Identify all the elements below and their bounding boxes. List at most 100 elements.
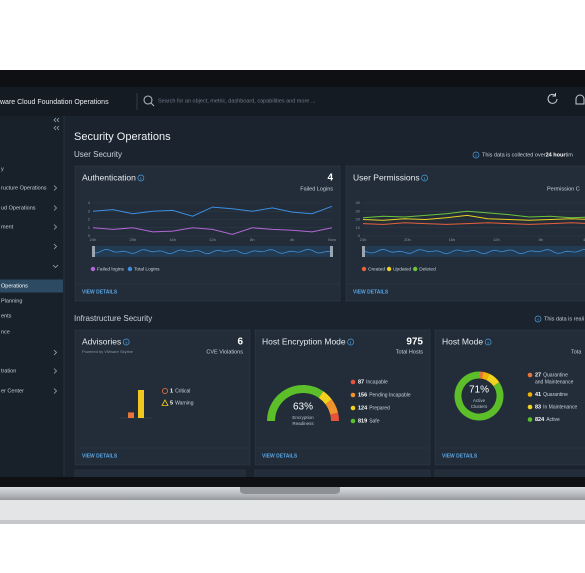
- laptop-notch: [240, 487, 340, 494]
- y-tick-label: 20: [356, 217, 361, 222]
- legend-label: Created: [368, 266, 385, 272]
- sidebar-item[interactable]: er Center: [1, 388, 24, 394]
- navigator-handle[interactable]: [362, 246, 365, 257]
- y-tick-label: 0: [358, 233, 361, 238]
- sidebar-item[interactable]: ents: [1, 313, 12, 319]
- laptop-base-lip: [0, 500, 585, 522]
- legend-label: Incapable: [366, 379, 388, 385]
- sidebar-item[interactable]: nce: [1, 329, 10, 335]
- legend-count: 87: [358, 379, 364, 385]
- ring-center-value: 71%: [469, 385, 489, 396]
- ring-caption: Active: [473, 398, 486, 403]
- ring-center-value: 63%: [293, 402, 313, 413]
- refresh-icon[interactable]: [547, 93, 558, 104]
- x-tick-label: Now: [328, 237, 336, 242]
- legend-label: Critical: [175, 388, 190, 394]
- chevron[interactable]: [52, 243, 59, 356]
- card-title: User Permissions: [353, 172, 420, 182]
- legend-swatch: [350, 392, 356, 398]
- kpi-caption: Total Hosts: [396, 349, 423, 355]
- chevron[interactable]: [53, 368, 58, 374]
- legend-count: 83: [535, 404, 541, 410]
- x-tick-label: 12h: [209, 237, 216, 242]
- legend-count: 156: [358, 392, 367, 398]
- legend-swatch: [361, 266, 367, 272]
- legend-label: Total Logins: [134, 266, 160, 272]
- info-icon[interactable]: [534, 315, 542, 323]
- kpi-value: 4: [327, 173, 333, 184]
- y-tick-label: 4: [88, 200, 91, 205]
- legend-count: 5: [170, 400, 173, 406]
- sidebar-item[interactable]: Planning: [1, 298, 22, 304]
- sidebar-active: [0, 279, 63, 293]
- ring-segment: [330, 412, 339, 422]
- x-tick-label: 8h: [250, 237, 254, 242]
- line-series: [92, 205, 333, 217]
- legend-count: 824: [535, 417, 545, 423]
- legend-label: Deleted: [419, 266, 436, 272]
- sidebar-item[interactable]: Operations: [1, 283, 28, 289]
- view-details-link[interactable]: VIEW DETAILS: [262, 453, 298, 459]
- x-tick-label: 8h: [539, 237, 543, 242]
- info-note: 24 hour: [546, 152, 567, 158]
- x-tick-label: 20h: [129, 237, 136, 242]
- line-series: [362, 214, 585, 221]
- info-icon[interactable]: [137, 174, 145, 182]
- view-details-link[interactable]: VIEW DETAILS: [442, 453, 478, 459]
- info-icon[interactable]: [421, 174, 428, 182]
- kpi-value: 6: [237, 337, 243, 348]
- x-tick-label: 4h: [583, 237, 585, 242]
- navigator-handle[interactable]: [92, 246, 95, 257]
- sidebar: [0, 116, 64, 477]
- legend-label: Safe: [369, 418, 380, 424]
- y-tick-label: 2: [88, 217, 91, 222]
- view-details-link[interactable]: VIEW DETAILS: [82, 289, 118, 295]
- sidebar-item[interactable]: ructure Operations: [1, 185, 47, 191]
- card: [74, 329, 251, 466]
- navigator: [363, 246, 585, 257]
- legend-swatch: [127, 266, 133, 272]
- x-tick-label: 16h: [449, 237, 456, 242]
- legend-label: Quarantine: [543, 372, 568, 378]
- chevron[interactable]: [53, 205, 58, 211]
- legend-swatch: [527, 417, 533, 422]
- page-title: Security Operations: [74, 131, 171, 143]
- legend-label: Pending Incapable: [369, 392, 411, 398]
- chevron[interactable]: [53, 388, 58, 394]
- view-details-link[interactable]: VIEW DETAILS: [82, 453, 118, 459]
- kpi-caption: Failed Logins: [300, 186, 333, 192]
- info-icon[interactable]: [484, 338, 492, 346]
- legend-count: 41: [535, 392, 541, 398]
- card: [254, 469, 431, 477]
- info-icon[interactable]: [122, 338, 130, 346]
- kpi-value: 975: [406, 337, 423, 348]
- sidebar-item[interactable]: ud Operations: [1, 205, 36, 211]
- chevron[interactable]: [53, 185, 58, 191]
- sidebar-item[interactable]: ment: [1, 224, 14, 230]
- info-icon[interactable]: [472, 151, 480, 159]
- sidebar-item[interactable]: tration: [1, 368, 16, 374]
- search-icon[interactable]: [150, 102, 155, 107]
- x-tick-label: 24h: [360, 237, 367, 242]
- info-icon[interactable]: [347, 338, 354, 346]
- card-title: Advisories: [82, 336, 121, 346]
- y-tick-label: 10: [356, 225, 361, 230]
- notification-icon[interactable]: [575, 94, 585, 105]
- legend-swatch: [413, 266, 418, 272]
- navigator-handle[interactable]: [330, 246, 333, 257]
- sidebar-item[interactable]: y: [1, 166, 4, 172]
- legend-label: Active: [546, 417, 560, 423]
- chevron[interactable]: [53, 224, 58, 230]
- x-tick-label: 4h: [290, 237, 294, 242]
- legend-swatch: [527, 372, 533, 378]
- search-input[interactable]: Search for an object, metric, dashboard,…: [158, 98, 316, 104]
- search-icon[interactable]: [143, 95, 153, 105]
- legend-label: Warning: [175, 400, 194, 406]
- y-tick-label: 1: [88, 225, 91, 230]
- y-tick-label: 30: [356, 208, 361, 213]
- collapse-icon[interactable]: [53, 117, 60, 131]
- ring-segment: [267, 385, 324, 422]
- view-details-link[interactable]: VIEW DETAILS: [353, 289, 389, 295]
- legend-swatch: [527, 392, 533, 397]
